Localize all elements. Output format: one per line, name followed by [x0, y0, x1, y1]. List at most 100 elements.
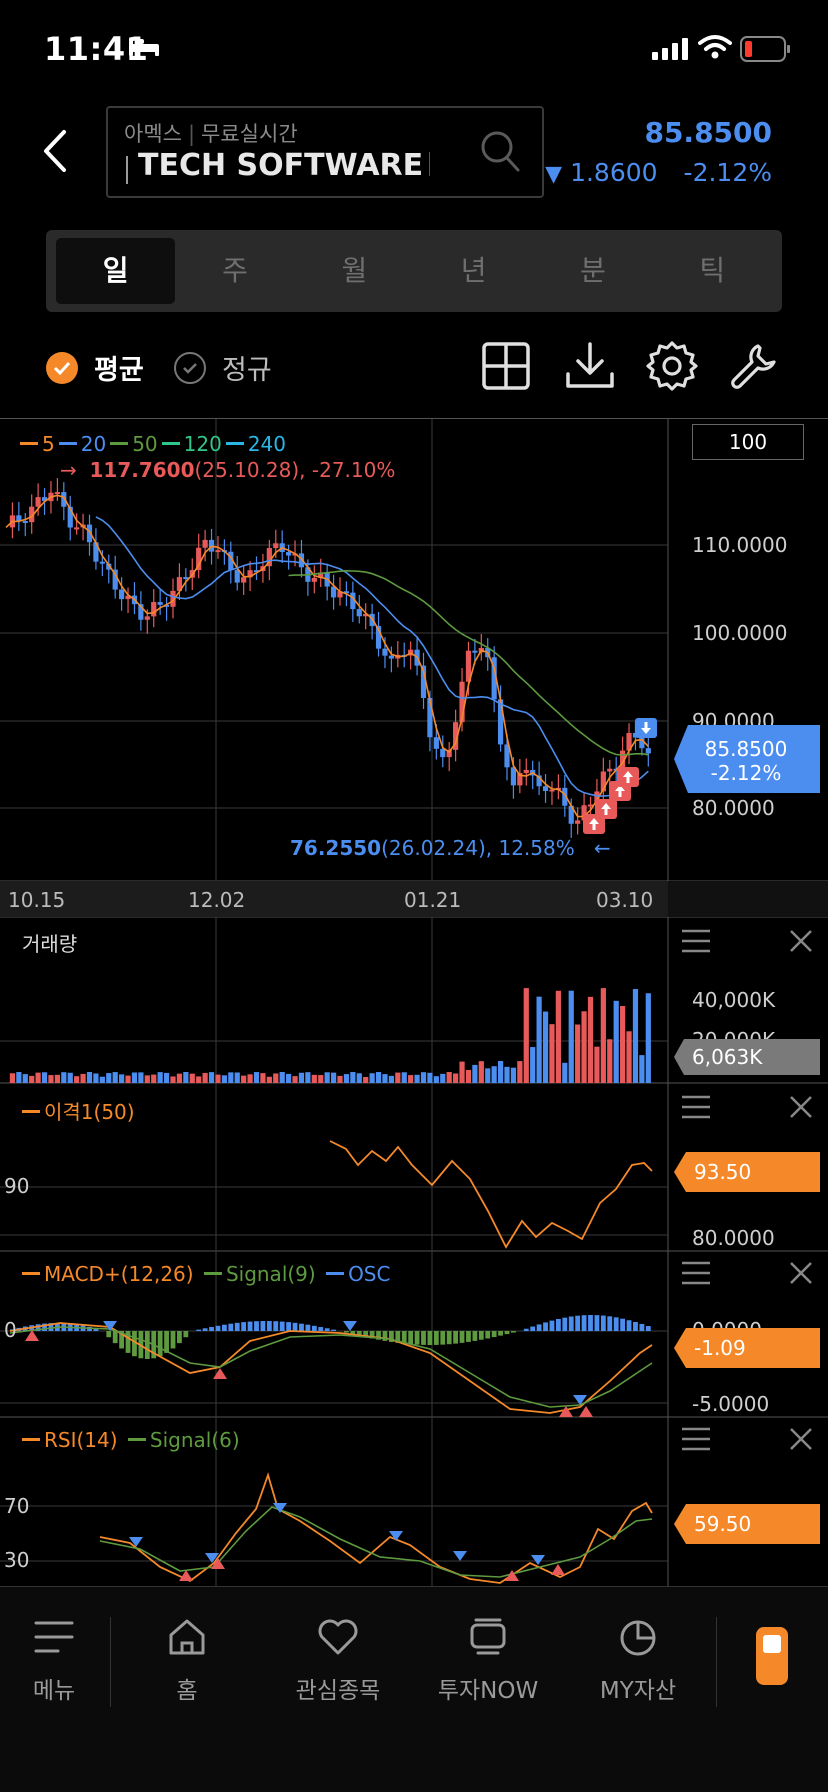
nav-divider: [110, 1617, 111, 1707]
rsi-legend: RSI(14) Signal(6): [22, 1428, 240, 1452]
candle-body: [517, 773, 523, 786]
volume-bar: [131, 1072, 138, 1083]
zoom-level-box[interactable]: 100: [692, 424, 804, 460]
volume-bar: [356, 1073, 362, 1083]
candle-body: [170, 590, 176, 607]
volume-bar: [279, 1072, 285, 1083]
average-option[interactable]: 평균: [46, 348, 144, 387]
macd-osc-bar: [279, 1321, 285, 1331]
symbol-name: TECH SOFTWARE: [138, 148, 424, 183]
ma-50-legend: 50: [110, 432, 158, 456]
volume-close-icon[interactable]: [788, 928, 814, 954]
volume-bar: [41, 1072, 48, 1083]
candle-body: [16, 515, 22, 522]
regular-option[interactable]: 정규: [174, 348, 272, 387]
rsi-current-value: 59.50: [694, 1512, 752, 1536]
rsi-sell-arrow-icon: [453, 1551, 467, 1561]
nav-menu[interactable]: 메뉴: [0, 1617, 114, 1705]
symbol-search-box[interactable]: 아멕스 | 무료실시간 TECH SOFTWARE: [106, 106, 544, 198]
current-price: 85.8500: [644, 116, 772, 149]
candle-body: [183, 577, 189, 580]
nav-watchlist[interactable]: 관심종목: [278, 1617, 398, 1705]
macd-buy-arrow-icon: [213, 1368, 227, 1379]
tab-tick[interactable]: 틱: [699, 254, 726, 287]
stock-chart[interactable]: [0, 419, 828, 1587]
disparity-tick-80: 80.0000: [692, 1226, 775, 1250]
tab-day[interactable]: 일: [56, 238, 176, 304]
candle-body: [241, 577, 247, 583]
price-tick-110: 110.0000: [692, 533, 788, 557]
realtime-label: 무료실시간: [201, 122, 298, 146]
macd-menu-icon[interactable]: [680, 1260, 712, 1286]
tab-week[interactable]: 주: [222, 254, 248, 287]
wrench-icon[interactable]: [728, 340, 780, 392]
candle-body: [196, 547, 202, 571]
back-arrow-icon[interactable]: [36, 126, 76, 176]
rsi-close-icon[interactable]: [788, 1426, 814, 1452]
date-tick-3: 01.21: [404, 888, 462, 912]
nav-home-label: 홈: [176, 1678, 198, 1704]
macd-close-icon[interactable]: [788, 1260, 814, 1286]
macd-label: MACD+(12,26): [44, 1262, 194, 1286]
tab-year[interactable]: 년: [460, 254, 487, 287]
settings-gear-icon[interactable]: [646, 340, 698, 392]
macd-osc-bar: [344, 1331, 349, 1333]
volume-bar: [568, 990, 574, 1083]
macd-sell-arrow-icon: [103, 1321, 117, 1331]
ma-5-legend: 5: [20, 432, 55, 456]
macd-osc-bar: [42, 1323, 47, 1331]
volume-bar: [433, 1076, 439, 1083]
grid-layout-icon[interactable]: [480, 340, 532, 392]
change-percent: -2.12%: [683, 158, 772, 187]
candle-body: [581, 805, 587, 821]
macd-osc-bar: [600, 1315, 606, 1331]
volume-bar: [504, 1066, 510, 1083]
status-bar: 11:41: [0, 0, 828, 100]
candle-body: [125, 595, 131, 600]
rsi-sell-arrow-icon: [129, 1537, 143, 1547]
rsi-buy-arrow-icon: [551, 1564, 565, 1575]
macd-osc-bar: [440, 1331, 446, 1345]
macd-osc-bar: [247, 1321, 253, 1331]
search-icon[interactable]: [480, 130, 522, 174]
rsi-level-70: 70: [4, 1494, 30, 1518]
date-tick-1: 10.15: [8, 888, 66, 912]
macd-osc-bar: [221, 1324, 227, 1331]
macd-osc-bar: [626, 1320, 632, 1331]
date-axis-corner: [668, 881, 828, 917]
candle-body: [568, 805, 574, 824]
volume-bar: [266, 1076, 272, 1083]
macd-osc-bar: [260, 1321, 266, 1331]
side-panel-toggle[interactable]: [756, 1627, 788, 1685]
disparity-close-icon[interactable]: [788, 1094, 814, 1120]
rsi-menu-icon[interactable]: [680, 1426, 712, 1452]
rsi-buy-arrow-icon: [179, 1570, 193, 1581]
volume-bar: [478, 1061, 484, 1083]
sleep-mode-icon: [129, 38, 159, 56]
ma-120-legend: 120: [161, 432, 222, 456]
chart-area[interactable]: [0, 418, 828, 1587]
tab-minute[interactable]: 분: [580, 254, 606, 287]
volume-menu-icon[interactable]: [680, 928, 712, 954]
candle-body: [427, 697, 433, 738]
candle-body: [639, 737, 645, 749]
nav-home[interactable]: 홈: [127, 1617, 247, 1705]
rsi-buy-arrow-icon: [211, 1558, 225, 1569]
macd-osc-bar: [562, 1317, 568, 1331]
macd-osc-bar: [620, 1318, 626, 1331]
nav-my-assets[interactable]: MY자산: [578, 1617, 698, 1705]
nav-invest-now[interactable]: 투자NOW: [428, 1617, 548, 1705]
volume-bar: [542, 1011, 549, 1083]
macd-osc-bar: [459, 1331, 465, 1343]
tab-month[interactable]: 월: [341, 254, 368, 287]
disparity-menu-icon[interactable]: [680, 1094, 712, 1120]
text-cursor: [126, 156, 128, 184]
candle-body: [337, 591, 343, 598]
disparity-line: [329, 1140, 653, 1249]
exchange-info: 아멕스 | 무료실시간: [124, 122, 298, 146]
candle-body: [163, 604, 170, 607]
candle-body: [433, 737, 439, 749]
average-label: 평균: [94, 355, 144, 386]
download-icon[interactable]: [564, 340, 616, 392]
candle-body: [74, 527, 80, 530]
